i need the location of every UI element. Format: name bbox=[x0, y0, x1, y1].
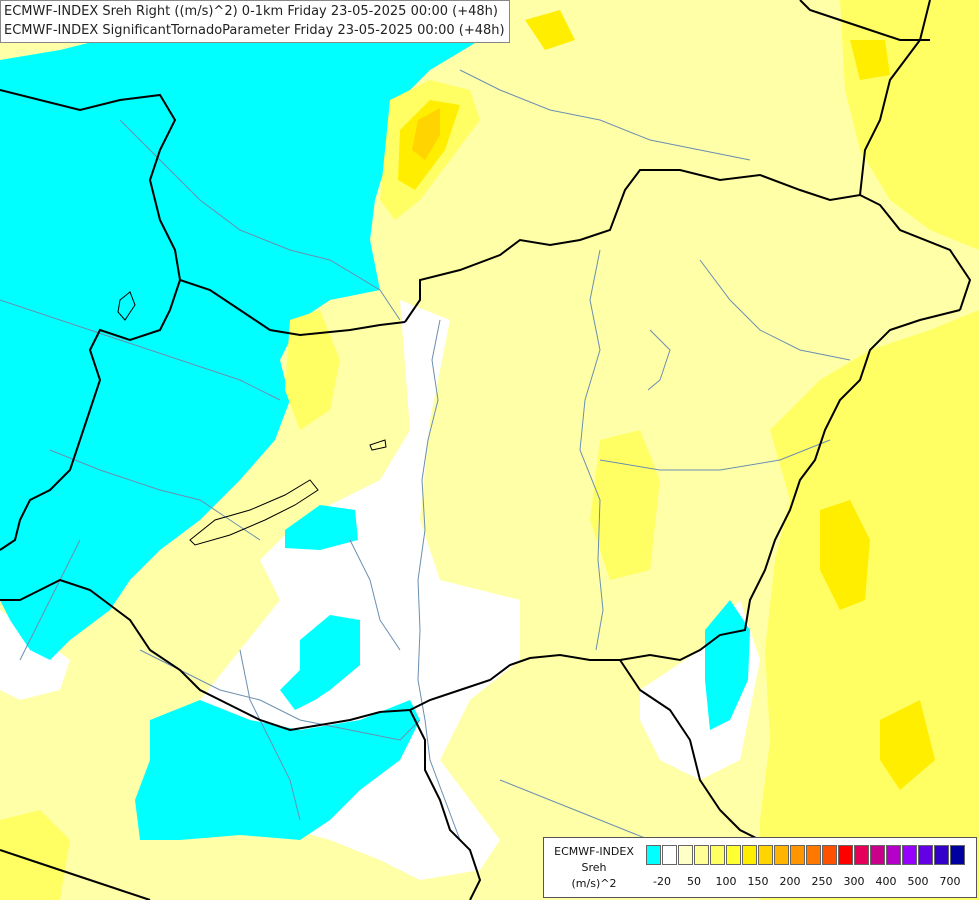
legend-swatch bbox=[662, 845, 677, 865]
sreh-zone-cyan bbox=[705, 600, 750, 730]
legend-tick-label: 150 bbox=[747, 875, 769, 888]
legend-parameter-label: Sreh bbox=[581, 861, 607, 874]
legend-swatch bbox=[758, 845, 773, 865]
legend-tick-label: 500 bbox=[907, 875, 929, 888]
sreh-zone-orange bbox=[412, 108, 440, 160]
legend-swatch bbox=[934, 845, 949, 865]
legend-swatch bbox=[902, 845, 917, 865]
legend-swatch bbox=[870, 845, 885, 865]
lake-small bbox=[369, 439, 387, 451]
legend-tick-label: 250 bbox=[811, 875, 833, 888]
sreh-zone-yellow bbox=[285, 310, 340, 430]
map-title-box: ECMWF-INDEX Sreh Right ((m/s)^2) 0-1km F… bbox=[0, 0, 510, 43]
legend-tick-label: 200 bbox=[779, 875, 801, 888]
legend-swatch bbox=[710, 845, 725, 865]
sreh-zone-white bbox=[0, 610, 70, 700]
color-legend: ECMWF-INDEX Sreh (m/s)^2 -20 50 100 150 200 2… bbox=[543, 837, 977, 898]
sreh-zone-gold bbox=[850, 40, 890, 80]
sreh-zone-cyan bbox=[285, 505, 358, 550]
legend-swatch bbox=[838, 845, 853, 865]
legend-tick-label: 300 bbox=[843, 875, 865, 888]
legend-swatch bbox=[790, 845, 805, 865]
sreh-zone-cyan bbox=[135, 700, 420, 840]
legend-model-label: ECMWF-INDEX bbox=[554, 845, 634, 858]
sreh-zone-gold bbox=[820, 500, 870, 610]
legend-swatch bbox=[678, 845, 693, 865]
sreh-zone-cyan bbox=[280, 615, 360, 710]
legend-unit-label: (m/s)^2 bbox=[571, 877, 617, 890]
legend-swatch bbox=[694, 845, 709, 865]
legend-swatch bbox=[950, 845, 965, 865]
map-title-sreh: ECMWF-INDEX Sreh Right ((m/s)^2) 0-1km F… bbox=[4, 4, 498, 19]
sreh-zone-cyan bbox=[0, 0, 510, 660]
lake-balaton bbox=[189, 479, 319, 546]
sreh-zone-yellow bbox=[0, 810, 70, 900]
legend-swatch bbox=[806, 845, 821, 865]
lake-small bbox=[117, 291, 136, 321]
legend-swatch bbox=[646, 845, 661, 865]
legend-swatch bbox=[918, 845, 933, 865]
legend-tick-label: 700 bbox=[939, 875, 961, 888]
legend-swatch bbox=[822, 845, 837, 865]
legend-tick-label: 100 bbox=[715, 875, 737, 888]
map-title-stp: ECMWF-INDEX SignificantTornadoParameter … bbox=[4, 23, 505, 38]
sreh-zone-gold bbox=[525, 10, 575, 50]
legend-swatch bbox=[854, 845, 869, 865]
legend-tick-label: -20 bbox=[653, 875, 671, 888]
sreh-zone-gold bbox=[880, 700, 935, 790]
legend-swatch bbox=[774, 845, 789, 865]
legend-tick-label: 400 bbox=[875, 875, 897, 888]
legend-tick-label: 50 bbox=[687, 875, 701, 888]
legend-swatch bbox=[742, 845, 757, 865]
legend-swatch bbox=[726, 845, 741, 865]
legend-swatch bbox=[886, 845, 901, 865]
